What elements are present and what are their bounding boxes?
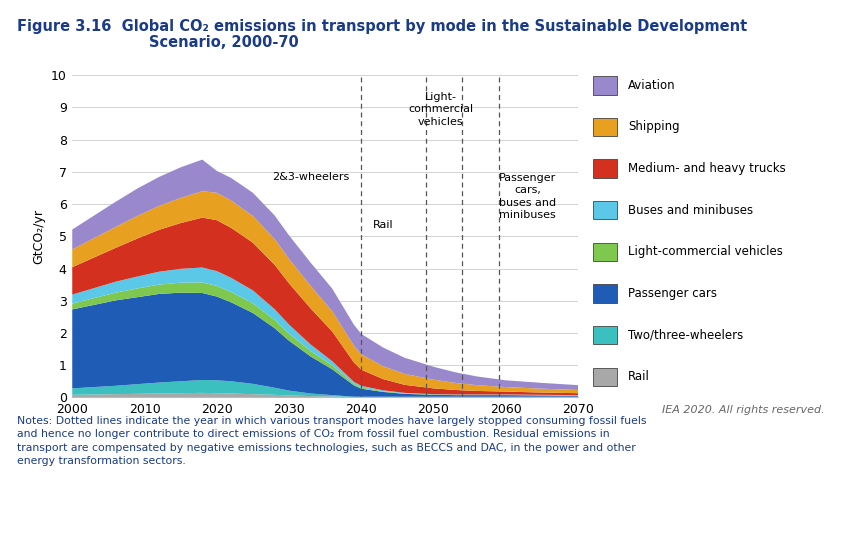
Text: Two/three-wheelers: Two/three-wheelers — [628, 329, 744, 342]
FancyBboxPatch shape — [593, 118, 617, 136]
Text: Buses and minibuses: Buses and minibuses — [628, 204, 753, 216]
Text: Medium- and heavy trucks: Medium- and heavy trucks — [628, 162, 786, 175]
Text: Aviation: Aviation — [628, 79, 676, 92]
Text: Rail: Rail — [372, 220, 394, 230]
FancyBboxPatch shape — [593, 159, 617, 178]
Text: Notes: Dotted lines indicate the year in which various transport modes have larg: Notes: Dotted lines indicate the year in… — [17, 416, 647, 466]
Text: Shipping: Shipping — [628, 120, 680, 133]
FancyBboxPatch shape — [593, 201, 617, 220]
Text: Rail: Rail — [628, 370, 650, 383]
FancyBboxPatch shape — [593, 243, 617, 261]
Text: IEA 2020. All rights reserved.: IEA 2020. All rights reserved. — [662, 405, 824, 416]
FancyBboxPatch shape — [593, 326, 617, 344]
Text: Scenario, 2000-70: Scenario, 2000-70 — [149, 35, 298, 50]
Text: 2&3-wheelers: 2&3-wheelers — [272, 171, 349, 182]
Text: Light-
commercial
vehicles: Light- commercial vehicles — [408, 92, 473, 127]
Text: Light-commercial vehicles: Light-commercial vehicles — [628, 245, 783, 258]
Text: Figure 3.16  Global CO₂ emissions in transport by mode in the Sustainable Develo: Figure 3.16 Global CO₂ emissions in tran… — [17, 19, 747, 34]
FancyBboxPatch shape — [593, 76, 617, 95]
Text: Passenger cars: Passenger cars — [628, 287, 717, 300]
FancyBboxPatch shape — [593, 368, 617, 386]
Text: Passenger
cars,
buses and
minibuses: Passenger cars, buses and minibuses — [499, 173, 556, 220]
Y-axis label: GtCO₂/yr: GtCO₂/yr — [32, 209, 45, 264]
FancyBboxPatch shape — [593, 285, 617, 303]
